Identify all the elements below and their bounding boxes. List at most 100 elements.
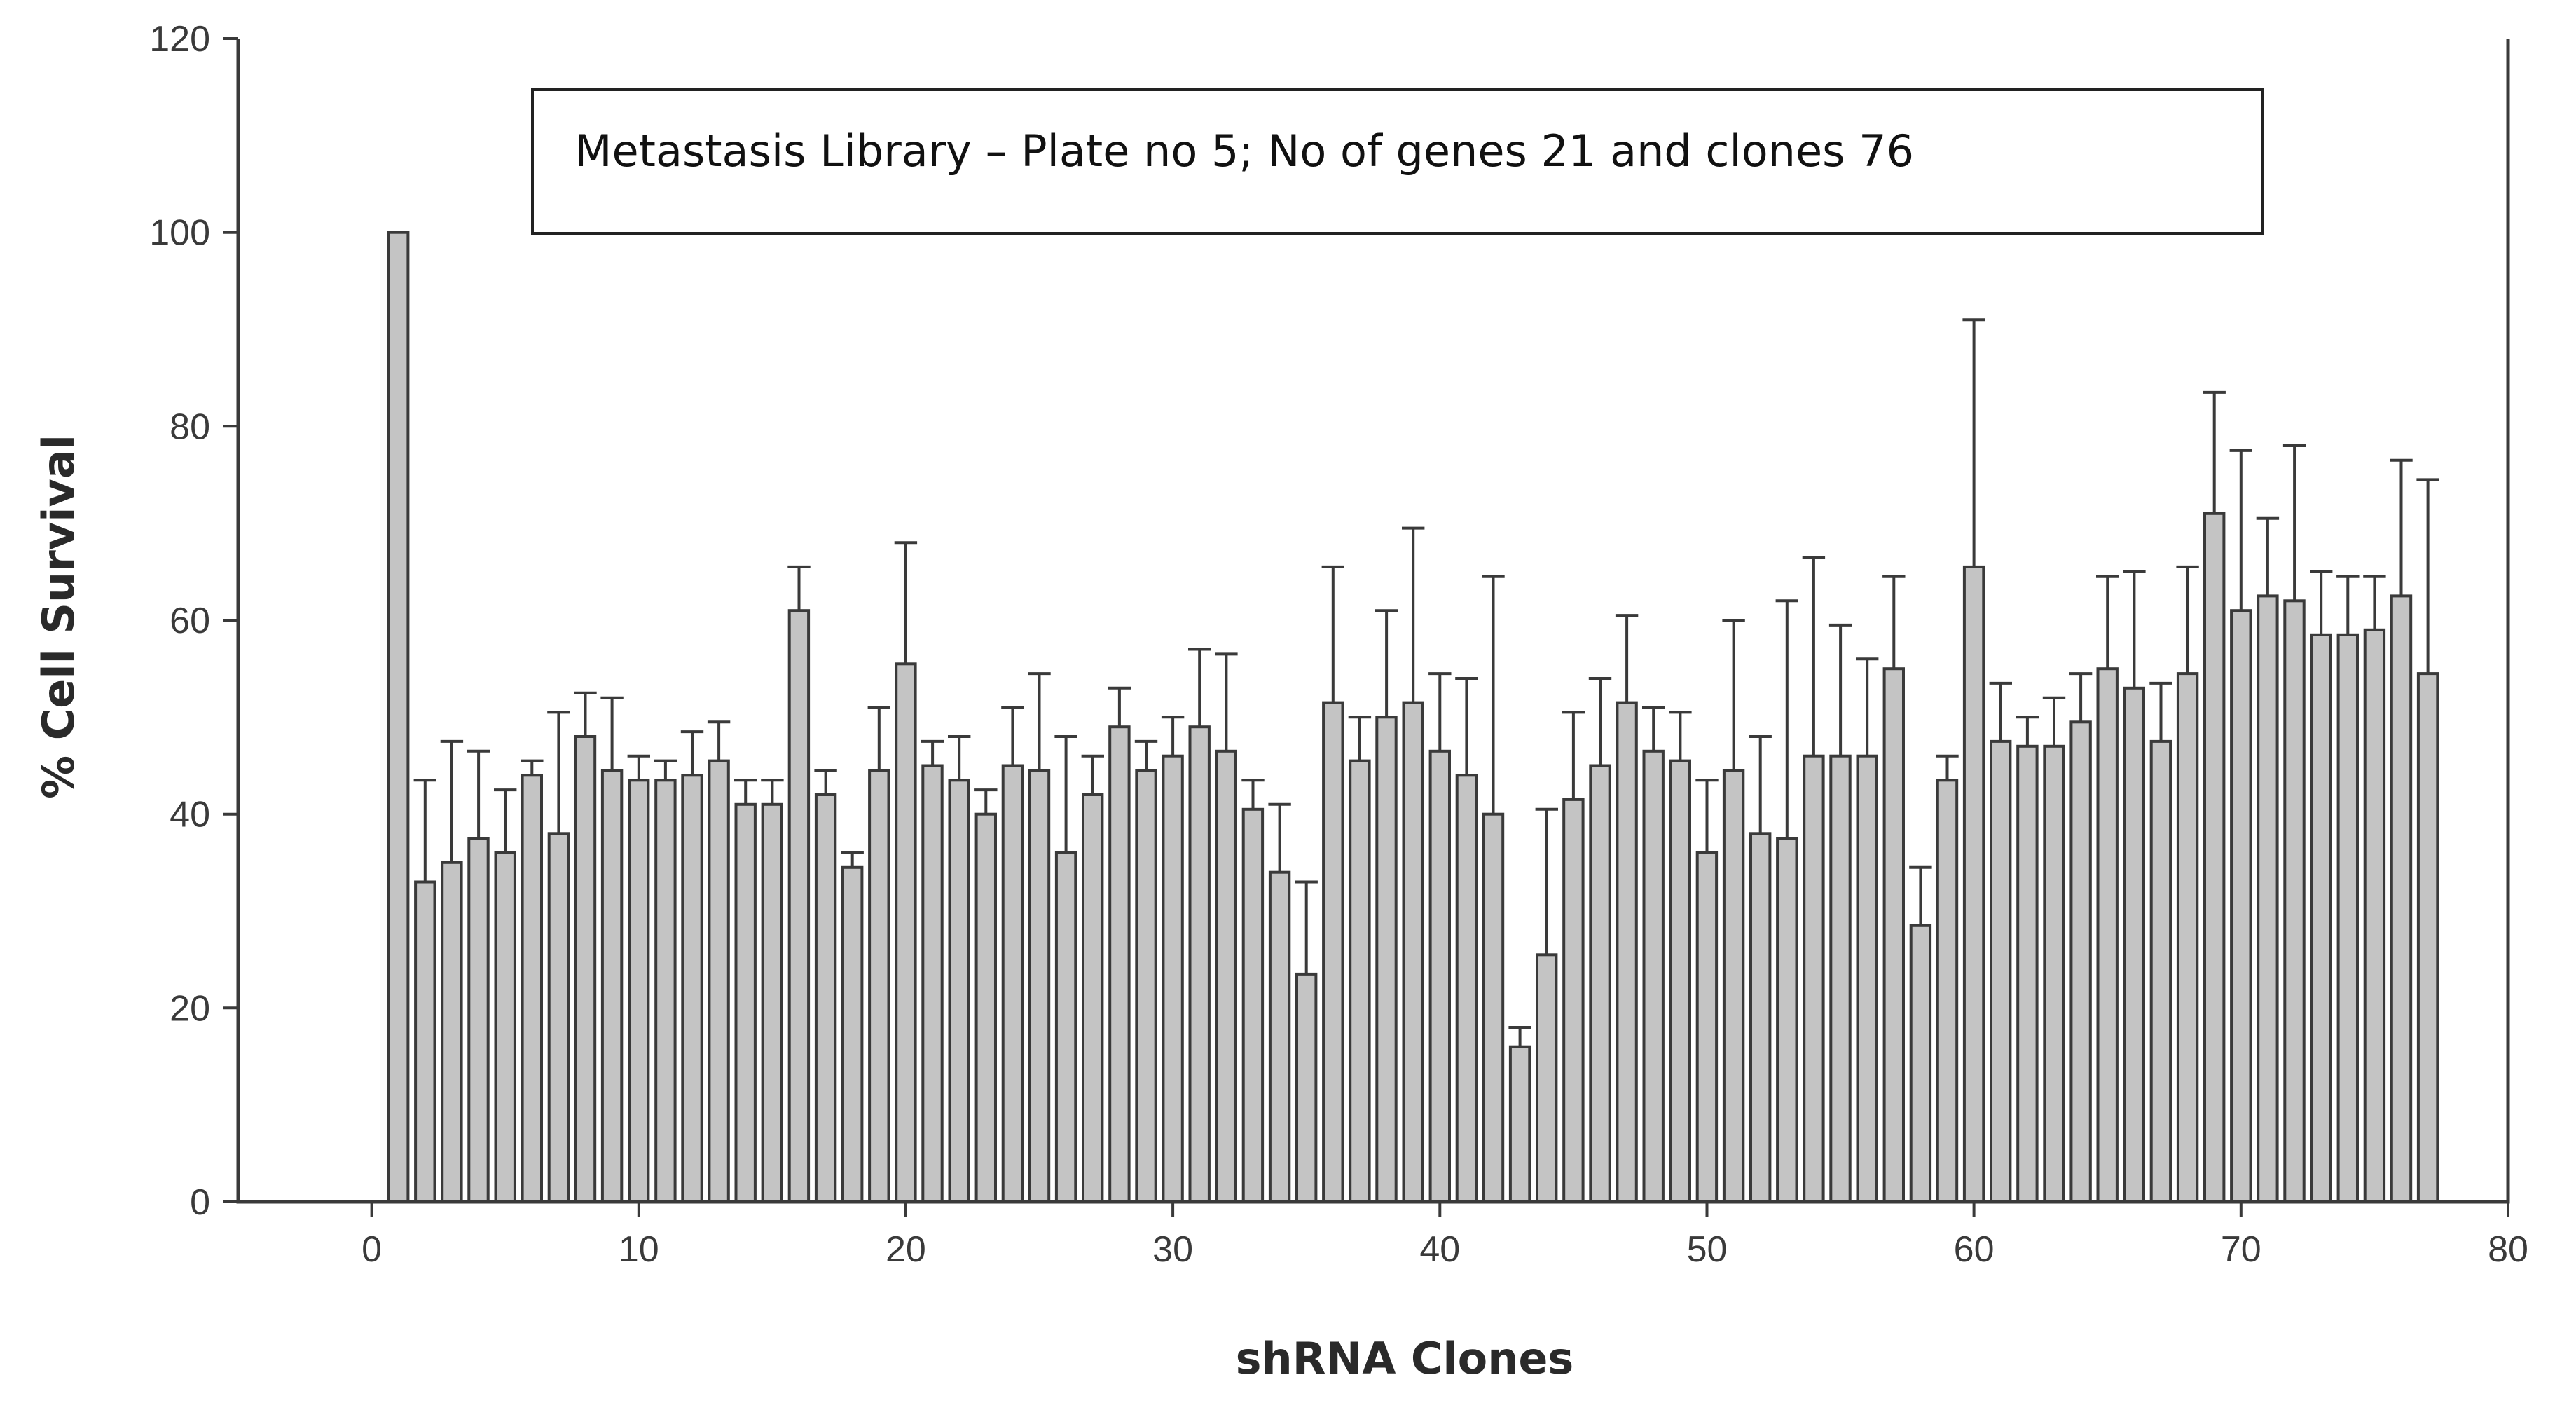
error-bar — [948, 735, 971, 781]
bar — [1562, 798, 1585, 1203]
bar — [1241, 807, 1265, 1204]
error-bar — [2336, 575, 2360, 635]
bar — [681, 774, 703, 1204]
error-bar — [1695, 779, 1719, 853]
error-bar — [627, 754, 650, 781]
bar — [2390, 594, 2413, 1203]
error-bar — [1482, 575, 1505, 814]
x-tick-label: 30 — [1152, 1229, 1193, 1270]
bar — [1322, 701, 1344, 1203]
error-bar — [894, 541, 918, 664]
error-bar — [1215, 652, 1238, 751]
bar — [1936, 779, 1959, 1204]
x-axis-title: shRNA Clones — [1236, 1333, 1574, 1384]
bar — [1669, 759, 1692, 1203]
bar — [1749, 832, 1772, 1204]
error-bar — [600, 696, 624, 771]
error-bar — [2123, 570, 2146, 688]
bar — [1990, 739, 2012, 1203]
bar — [2203, 512, 2226, 1203]
error-bar — [494, 788, 517, 853]
bar — [628, 779, 650, 1204]
y-tick-label: 100 — [149, 213, 210, 254]
error-bar — [680, 730, 704, 776]
bar — [1188, 725, 1211, 1203]
error-bar — [1562, 711, 1585, 800]
bar — [1295, 972, 1318, 1204]
bar — [1482, 812, 1505, 1203]
error-bar — [2016, 716, 2039, 746]
bar — [948, 779, 970, 1204]
y-tick-label: 0 — [190, 1182, 210, 1223]
error-bar — [654, 759, 677, 781]
bar — [734, 802, 757, 1204]
error-bar — [1028, 672, 1051, 771]
error-bar — [1615, 614, 1639, 703]
bar — [2230, 609, 2252, 1203]
error-bar — [574, 691, 597, 737]
bar — [2257, 594, 2279, 1203]
error-bar — [2282, 444, 2306, 601]
x-tick-label: 50 — [1687, 1229, 1728, 1270]
error-bar — [1508, 1026, 1531, 1047]
bar — [1829, 754, 1852, 1203]
bar — [574, 735, 597, 1203]
x-tick-label: 0 — [361, 1229, 382, 1270]
error-bar — [761, 779, 784, 805]
error-bar — [1081, 754, 1104, 795]
error-bar — [1241, 779, 1265, 809]
bar — [2176, 672, 2199, 1203]
y-axis-title: % Cell Survival — [33, 434, 84, 799]
annotation-box: Metastasis Library – Plate no 5; No of g… — [531, 88, 2264, 235]
bar — [2363, 628, 2386, 1203]
error-bar — [440, 739, 464, 863]
bar — [761, 802, 783, 1204]
error-bar — [1828, 623, 1852, 756]
bar — [841, 865, 864, 1204]
bar — [2149, 739, 2172, 1203]
error-bar — [1535, 807, 1558, 955]
error-bar — [413, 779, 436, 882]
error-bar — [1588, 677, 1612, 766]
bar — [708, 759, 730, 1203]
bar — [2096, 667, 2119, 1203]
error-bar — [521, 759, 544, 776]
bar — [1589, 764, 1611, 1203]
error-bar — [1375, 609, 1398, 718]
bar — [600, 769, 624, 1203]
error-bar — [1108, 686, 1131, 727]
error-bar — [1936, 754, 1959, 781]
x-tick-label: 20 — [886, 1229, 926, 1270]
bar — [1455, 774, 1478, 1204]
bar — [2069, 720, 2092, 1204]
error-bar — [1001, 706, 1024, 766]
bar — [1001, 764, 1024, 1203]
error-bar — [547, 711, 570, 834]
bar — [1215, 749, 1237, 1204]
error-bar — [2042, 696, 2066, 746]
bar — [974, 812, 997, 1203]
error-bar — [1134, 739, 1158, 771]
error-bar — [467, 749, 490, 839]
bar — [2336, 633, 2360, 1204]
error-bar — [2310, 570, 2333, 635]
error-bar — [1722, 619, 1745, 771]
error-bar — [1775, 599, 1798, 839]
error-bar — [1402, 526, 1425, 703]
bar — [1962, 565, 1985, 1203]
bar — [1054, 851, 1077, 1203]
error-bar — [734, 779, 757, 805]
bar — [868, 769, 890, 1203]
bar — [1776, 837, 1798, 1204]
y-tick-label: 20 — [170, 988, 210, 1029]
y-tick-label: 80 — [170, 406, 210, 447]
annotation-text: Metastasis Library – Plate no 5; No of g… — [574, 125, 1914, 177]
error-bar — [1989, 681, 2012, 741]
x-axis-ticks: 0 10 20 30 40 50 60 70 80 — [361, 1202, 2528, 1270]
error-bar — [1268, 802, 1291, 872]
error-bar — [867, 706, 890, 771]
error-bar — [2069, 672, 2093, 723]
annotation-box-frame — [531, 88, 2264, 235]
bar — [1508, 1045, 1531, 1203]
bar — [2123, 686, 2146, 1203]
